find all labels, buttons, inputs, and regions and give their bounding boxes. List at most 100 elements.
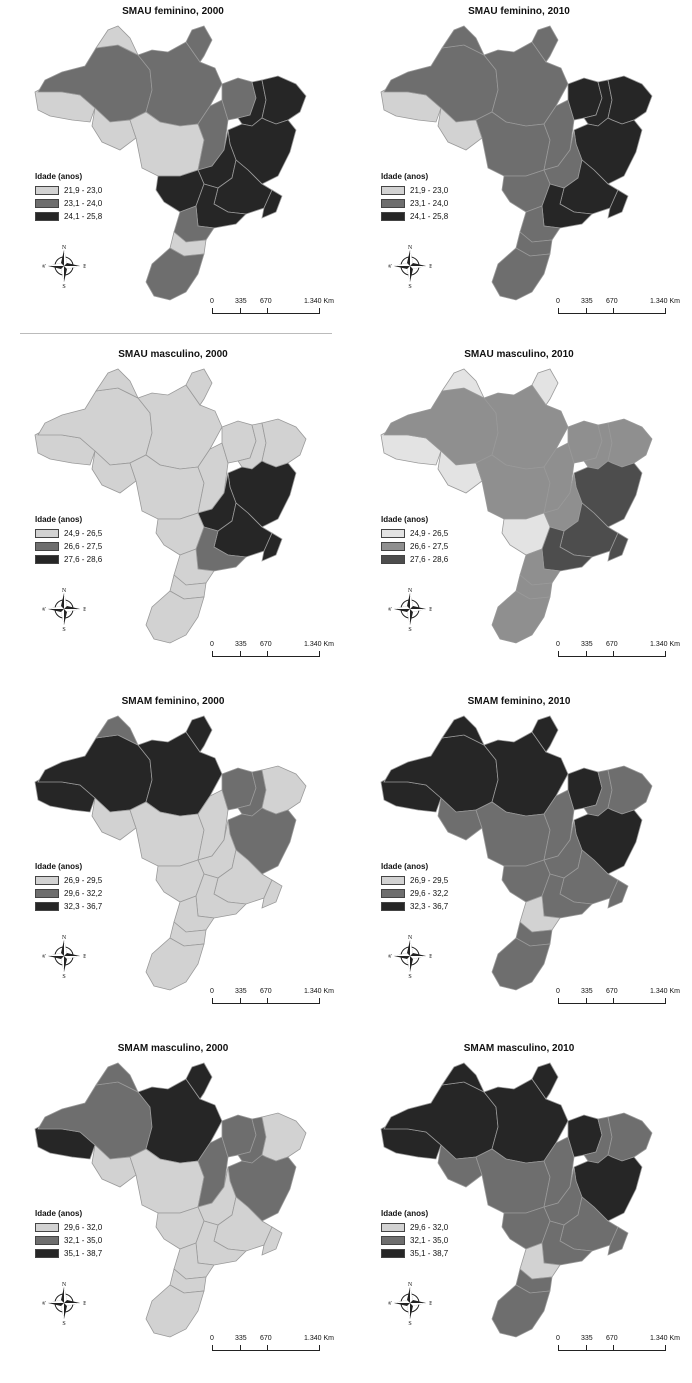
compass-label-n: N [62, 935, 67, 941]
compass-label-s: S [62, 627, 65, 631]
legend-entry: 29,6 - 32,2 [35, 887, 102, 900]
scale-bar: 0 335 670 1.340 Km [554, 988, 680, 1012]
legend-entry: 26,9 - 29,5 [381, 874, 448, 887]
scale-line [212, 651, 320, 657]
legend-entry: 29,6 - 32,0 [35, 1221, 102, 1234]
scale-label: 1.340 Km [650, 298, 680, 305]
compass-rose-icon: N S E W [388, 935, 432, 978]
legend-label: 21,9 - 23,0 [64, 186, 103, 195]
map-title: SMAU feminino, 2010 [468, 6, 570, 17]
legend-label: 32,1 - 35,0 [410, 1236, 449, 1245]
compass-label-n: N [408, 588, 413, 594]
compass-rose-icon: N S E W [388, 588, 432, 631]
legend-label: 29,6 - 32,2 [64, 889, 103, 898]
compass-label-e: E [429, 264, 432, 270]
compass-label-s: S [408, 974, 411, 978]
scale-tick [586, 1345, 587, 1351]
scale-label: 670 [260, 641, 272, 648]
legend-swatch [381, 212, 405, 221]
scale-line [558, 651, 666, 657]
scale-tick [240, 1345, 241, 1351]
compass-label-e: E [83, 954, 86, 960]
state-region-rr [95, 1062, 139, 1093]
legend-entry: 24,1 - 25,8 [35, 210, 102, 223]
legend-entry: 26,6 - 27,5 [381, 540, 448, 553]
legend-swatch [35, 902, 59, 911]
compass-label-e: E [83, 607, 86, 613]
legend-label: 35,1 - 38,7 [410, 1249, 449, 1258]
legend-label: 27,6 - 28,6 [410, 555, 449, 564]
compass-label-w: W [42, 607, 46, 613]
map-title: SMAM feminino, 2000 [121, 696, 225, 707]
state-region-ne [607, 418, 653, 468]
legend-label: 32,3 - 36,7 [410, 902, 449, 911]
state-region-ap [531, 1062, 559, 1100]
state-region-ap [531, 368, 559, 406]
scale-label: 0 [210, 1335, 214, 1342]
state-region-ap [185, 25, 213, 63]
legend-label: 27,6 - 28,6 [64, 555, 103, 564]
state-region-rj [261, 1226, 283, 1256]
compass-label-n: N [62, 1282, 67, 1288]
legend-label: 29,6 - 32,2 [410, 889, 449, 898]
legend-label: 24,1 - 25,8 [64, 212, 103, 221]
state-region-ne [261, 1112, 307, 1162]
state-region-ne [607, 765, 653, 815]
scale-label: 1.340 Km [304, 988, 334, 995]
legend-entry: 24,1 - 25,8 [381, 210, 448, 223]
scale-bar: 0 335 670 1.340 Km [208, 1335, 334, 1359]
state-region-rj [607, 879, 629, 909]
legend-label: 26,6 - 27,5 [410, 542, 449, 551]
state-region-ro [437, 1144, 483, 1188]
compass-label-w: W [388, 607, 392, 613]
brazil-map [34, 368, 307, 644]
compass-rose-icon: N S E W [388, 245, 432, 288]
state-region-rr [441, 25, 485, 56]
map-legend: Idade (anos) 26,9 - 29,5 29,6 - 32,2 32,3 -… [381, 862, 448, 913]
scale-label: 670 [260, 1335, 272, 1342]
map-legend: Idade (anos) 24,9 - 26,5 26,6 - 27,5 27,6 -… [35, 515, 102, 566]
scale-label: 1.340 Km [304, 641, 334, 648]
compass-label-s: S [408, 1321, 411, 1325]
scale-bar: 0 335 670 1.340 Km [208, 641, 334, 665]
scale-bar: 0 335 670 1.340 Km [554, 641, 680, 665]
legend-entry: 29,6 - 32,2 [381, 887, 448, 900]
scale-label: 0 [210, 298, 214, 305]
scale-label: 670 [260, 988, 272, 995]
scale-tick [267, 308, 268, 314]
scale-label: 335 [581, 1335, 593, 1342]
legend-entry: 24,9 - 26,5 [35, 527, 102, 540]
legend-label: 24,1 - 25,8 [410, 212, 449, 221]
scale-tick [267, 651, 268, 657]
state-region-ro [91, 797, 137, 841]
legend-swatch [381, 542, 405, 551]
scale-label: 670 [606, 641, 618, 648]
legend-label: 26,6 - 27,5 [64, 542, 103, 551]
compass-label-s: S [62, 1321, 65, 1325]
map-panel: SMAU masculino, 2000 Idade (anos) 24,9 - 2… [0, 343, 346, 683]
legend-swatch [35, 542, 59, 551]
map-title: SMAU masculino, 2000 [118, 349, 228, 360]
compass-label-s: S [408, 627, 411, 631]
legend-entry: 26,6 - 27,5 [35, 540, 102, 553]
map-title: SMAM masculino, 2000 [117, 1043, 229, 1054]
state-region-ap [185, 1062, 213, 1100]
state-region-rs [491, 937, 551, 991]
map-legend: Idade (anos) 21,9 - 23,0 23,1 - 24,0 24,1 -… [35, 172, 102, 223]
scale-label: 1.340 Km [650, 1335, 680, 1342]
legend-swatch [35, 1249, 59, 1258]
state-region-rs [145, 590, 205, 644]
legend-swatch [381, 199, 405, 208]
map-panel: SMAU masculino, 2010 Idade (anos) 24,9 - 2… [346, 343, 692, 683]
state-region-rj [261, 532, 283, 562]
legend-swatch [35, 1223, 59, 1232]
legend-label: 23,1 - 24,0 [64, 199, 103, 208]
compass-label-s: S [62, 974, 65, 978]
scale-label: 335 [581, 988, 593, 995]
compass-rose-icon: N S E W [42, 588, 86, 631]
legend-entry: 35,1 - 38,7 [381, 1247, 448, 1260]
compass-label-w: W [388, 1301, 392, 1307]
scale-label: 335 [235, 988, 247, 995]
legend-swatch [381, 529, 405, 538]
scale-label: 0 [210, 641, 214, 648]
